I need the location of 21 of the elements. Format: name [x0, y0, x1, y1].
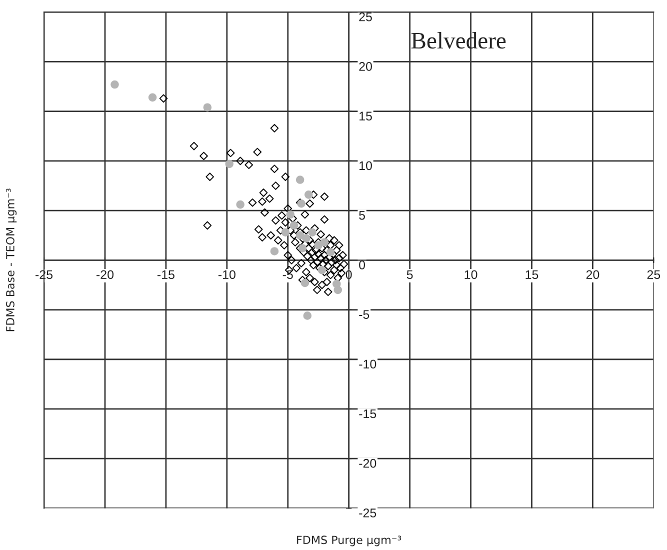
x-tick-label: -15	[157, 270, 174, 280]
x-axis-title: FDMS Purge µgm⁻³	[297, 536, 402, 546]
y-tick-label: -15	[359, 409, 376, 418]
y-axis-title: FDMS Base - TEOM µgm⁻³	[6, 188, 17, 332]
y-tick-label: -5	[359, 310, 370, 319]
y-tick-label: 20	[359, 62, 372, 71]
x-tick-label: 25	[647, 270, 660, 280]
y-tick-label: 25	[359, 12, 372, 22]
y-tick-label: 15	[360, 112, 372, 120]
y-tick-label: -25	[359, 508, 376, 518]
x-tick-label: -20	[96, 270, 114, 280]
y-tick-label: 10	[360, 161, 372, 170]
x-tick-label: 20	[586, 270, 600, 280]
x-tick-label: 5	[406, 270, 413, 280]
y-tick-label: -10	[359, 360, 376, 369]
y-tick-label: 0	[359, 260, 366, 270]
x-tick-label: 15	[526, 270, 538, 280]
y-tick-label: 5	[359, 211, 365, 220]
y-tick-label: -20	[359, 458, 376, 468]
x-tick-label: 10	[464, 270, 478, 280]
x-tick-label: -10	[218, 270, 236, 280]
